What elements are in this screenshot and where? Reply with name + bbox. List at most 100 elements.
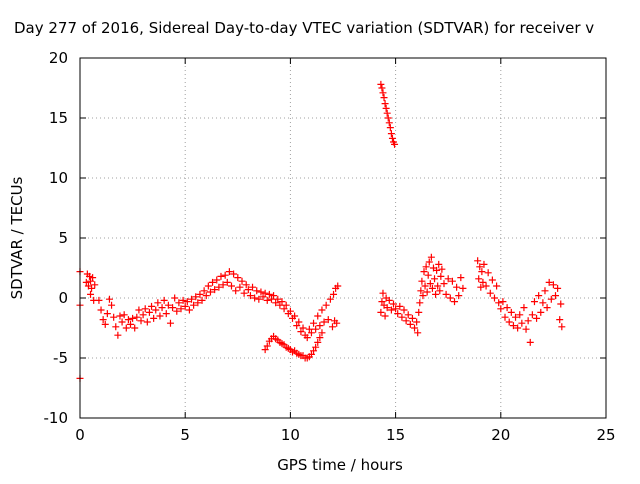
data-point <box>537 308 545 316</box>
data-point <box>526 338 534 346</box>
data-point <box>417 287 425 295</box>
data-point <box>324 316 332 324</box>
data-point <box>554 284 562 292</box>
plot-frame <box>79 57 607 419</box>
data-point <box>240 289 248 297</box>
data-point <box>404 311 412 319</box>
data-point <box>267 295 275 303</box>
data-point <box>486 289 494 297</box>
data-point <box>87 290 95 298</box>
data-point <box>543 304 551 312</box>
data-point <box>490 294 498 302</box>
data-point <box>382 104 390 112</box>
data-point <box>89 274 97 282</box>
data-point <box>310 347 318 355</box>
data-point <box>105 295 113 303</box>
data-point <box>213 276 221 284</box>
data-point <box>85 272 93 280</box>
data-point <box>227 282 235 290</box>
x-tick-label: 5 <box>180 426 190 444</box>
data-point <box>387 130 395 138</box>
data-point <box>435 260 443 268</box>
y-tick-label: -5 <box>53 349 68 367</box>
data-point <box>129 314 137 322</box>
data-point <box>95 296 103 304</box>
data-point <box>383 109 391 117</box>
data-point <box>381 100 389 108</box>
data-point <box>188 295 196 303</box>
data-point <box>299 324 307 332</box>
data-point <box>433 266 441 274</box>
data-point <box>556 316 564 324</box>
data-point <box>316 322 324 330</box>
data-point <box>314 338 322 346</box>
data-point <box>244 286 252 294</box>
data-point <box>198 296 206 304</box>
data-point <box>416 299 424 307</box>
data-point <box>434 282 442 290</box>
data-point <box>202 292 210 300</box>
data-point <box>512 313 520 321</box>
data-point <box>223 278 231 286</box>
data-point <box>432 290 440 298</box>
data-point <box>141 305 149 313</box>
data-point <box>282 301 290 309</box>
data-point <box>378 84 386 92</box>
data-point <box>398 313 406 321</box>
data-point <box>386 124 394 132</box>
data-point <box>479 278 487 286</box>
data-point <box>232 287 240 295</box>
data-point <box>179 296 187 304</box>
data-point <box>137 317 145 325</box>
data-point <box>251 294 259 302</box>
data-point <box>477 283 485 291</box>
data-point <box>389 300 397 308</box>
data-point <box>413 318 421 326</box>
data-point <box>493 282 501 290</box>
data-point <box>236 283 244 291</box>
data-point <box>379 289 387 297</box>
data-point <box>259 293 267 301</box>
data-point <box>82 278 90 286</box>
data-point <box>171 294 179 302</box>
data-point <box>122 324 130 332</box>
data-point <box>175 299 183 307</box>
y-tick-label: 20 <box>49 49 68 67</box>
data-point <box>274 295 282 303</box>
data-point <box>160 296 168 304</box>
data-point <box>253 287 261 295</box>
data-point <box>411 324 419 332</box>
data-point <box>392 305 400 313</box>
data-point <box>415 308 423 316</box>
data-point <box>423 288 431 296</box>
x-tick-label: 10 <box>281 426 300 444</box>
data-point <box>518 319 526 327</box>
data-points <box>76 80 566 382</box>
data-point <box>249 283 257 291</box>
data-point <box>522 325 530 333</box>
data-point <box>272 299 280 307</box>
data-point <box>334 282 342 290</box>
data-point <box>124 316 132 324</box>
data-point <box>307 329 315 337</box>
data-point <box>91 281 99 289</box>
data-point <box>261 346 269 354</box>
data-point <box>101 320 109 328</box>
data-point <box>379 89 387 97</box>
data-point <box>263 296 271 304</box>
data-point <box>428 284 436 292</box>
data-point <box>225 268 233 276</box>
y-tick-label: 15 <box>49 109 68 127</box>
data-point <box>381 312 389 320</box>
data-point <box>116 312 124 320</box>
y-tick-label: 10 <box>49 169 68 187</box>
data-point <box>114 331 122 339</box>
data-point <box>183 298 191 306</box>
data-point <box>552 292 560 300</box>
data-point <box>419 292 427 300</box>
data-point <box>173 307 181 315</box>
data-point <box>476 263 484 271</box>
data-point <box>330 290 338 298</box>
